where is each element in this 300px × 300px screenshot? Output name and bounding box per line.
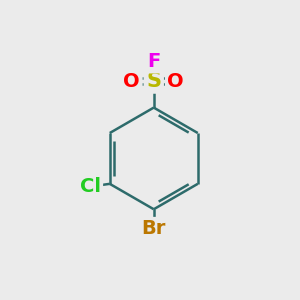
Text: O: O xyxy=(124,71,140,91)
Text: Br: Br xyxy=(142,219,166,238)
Text: O: O xyxy=(167,71,184,91)
Text: S: S xyxy=(146,71,161,91)
Text: F: F xyxy=(147,52,160,71)
Text: Cl: Cl xyxy=(80,177,100,196)
